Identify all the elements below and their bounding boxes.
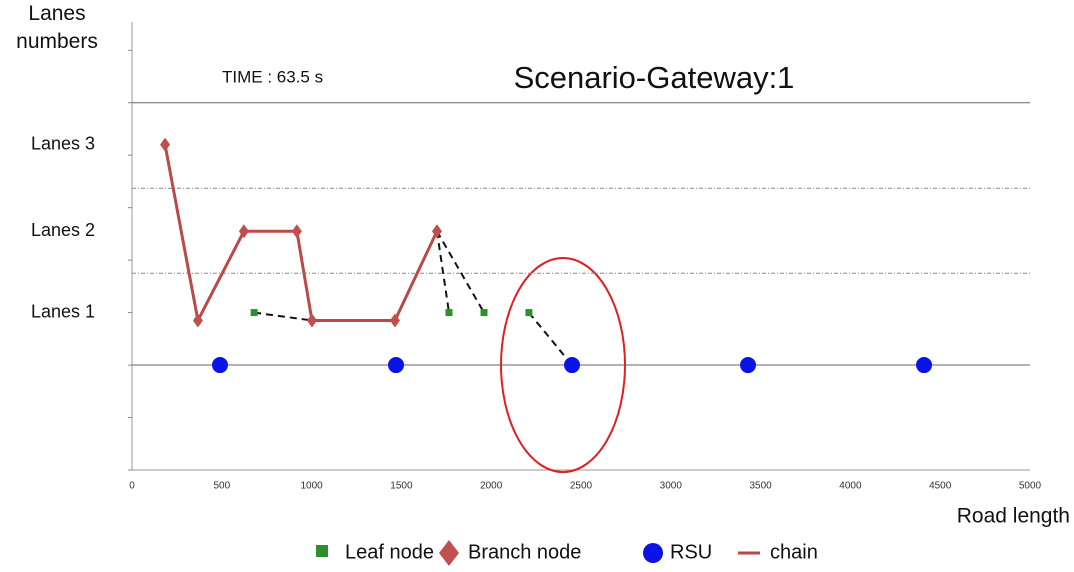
rsu: [916, 357, 933, 374]
legend-label: Branch node: [468, 541, 581, 563]
rsu: [212, 357, 229, 374]
chart-title: Scenario-Gateway:1: [514, 60, 795, 95]
y-tick-label: Lanes 1: [31, 301, 95, 321]
x-tick-label: 4500: [929, 481, 952, 492]
x-tick-label: 0: [129, 481, 135, 492]
chain-line: [163, 144, 439, 326]
rsu: [564, 357, 581, 374]
legend-label: RSU: [670, 541, 712, 563]
y-axis-label: Lanes numbers: [16, 2, 98, 53]
branch-node: [192, 313, 203, 328]
x-tick-label: 4000: [839, 481, 862, 492]
x-axis-label: Road length: [957, 505, 1070, 528]
leaf-node: [480, 309, 488, 317]
y-tick-label: Lanes 2: [31, 220, 95, 240]
rsu: [388, 357, 405, 374]
x-tick-label: 5000: [1019, 481, 1042, 492]
legend: Leaf node Branch node RSU chain: [316, 540, 818, 566]
time-annotation: TIME : 63.5 s: [222, 67, 323, 86]
legend-label: chain: [770, 541, 818, 563]
x-tick-label: 2000: [480, 481, 503, 492]
y-tick-label: Lanes 3: [31, 133, 95, 153]
legend-label: Leaf node: [345, 541, 434, 563]
link: [253, 311, 313, 322]
x-tick-label: 2500: [570, 481, 593, 492]
link: [528, 311, 573, 366]
branch-node: [431, 224, 442, 239]
x-tick-label: 1500: [390, 481, 413, 492]
x-tick-label: 500: [213, 481, 230, 492]
legend-marker: [643, 543, 663, 563]
legend-marker: [439, 540, 459, 566]
branch-node: [291, 224, 302, 239]
rsu: [740, 357, 757, 374]
leaf-node: [250, 309, 258, 317]
x-tick-label: 3000: [660, 481, 683, 492]
branch-node: [160, 137, 171, 152]
leaf-node: [525, 309, 533, 317]
leaf-node: [445, 309, 453, 317]
link: [435, 231, 450, 313]
branch-node: [238, 224, 249, 239]
branch-node: [389, 313, 400, 328]
legend-marker: [316, 545, 328, 557]
branch-node: [306, 313, 317, 328]
x-tick-label: 1000: [300, 481, 323, 492]
link: [436, 230, 485, 314]
x-tick-label: 3500: [749, 481, 772, 492]
